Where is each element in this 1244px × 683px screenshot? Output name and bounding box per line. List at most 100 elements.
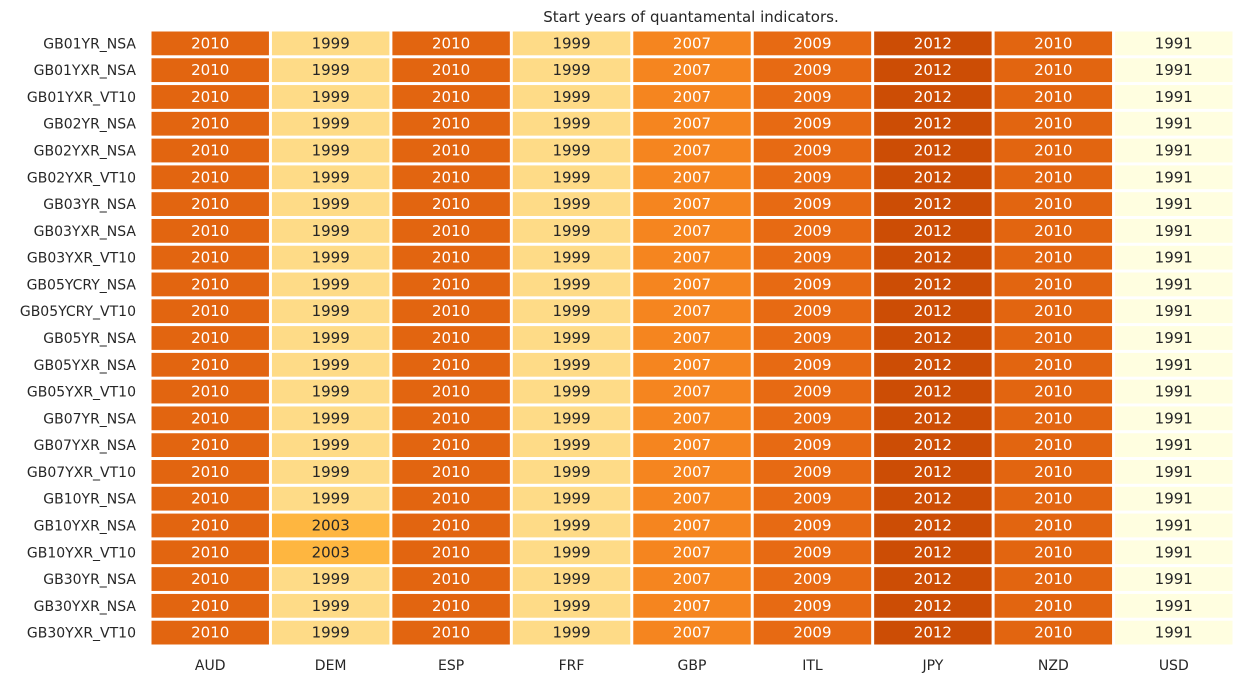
- heatmap-cell: [633, 192, 751, 216]
- heatmap-cell: [271, 299, 390, 324]
- cell-value-label: 1999: [552, 61, 590, 79]
- cell-value-label: 1991: [1155, 168, 1193, 186]
- cell-value-label: 2010: [1034, 61, 1072, 79]
- heatmap-cell: [994, 192, 1113, 216]
- row-label: GB07YR_NSA: [43, 411, 136, 427]
- cell-value-label: 2009: [793, 302, 831, 320]
- cell-value-label: 1999: [312, 142, 350, 160]
- heatmap-cell: [512, 272, 631, 297]
- heatmap-cell: [512, 245, 631, 270]
- cell-value-label: 1991: [1155, 490, 1193, 508]
- heatmap-cell: [392, 460, 510, 484]
- row-label: GB30YXR_NSA: [34, 599, 137, 615]
- cell-value-label: 1999: [312, 302, 350, 320]
- heatmap-cell: [271, 567, 390, 591]
- cell-value-label: 2007: [673, 195, 711, 213]
- heatmap-cell: [874, 85, 992, 109]
- cell-value-label: 1999: [552, 275, 590, 293]
- cell-value-label: 2009: [793, 383, 831, 401]
- cell-value-label: 2010: [432, 222, 470, 240]
- cell-value-label: 2009: [793, 329, 831, 347]
- cell-value-label: 2012: [914, 142, 952, 160]
- cell-value-label: 1991: [1155, 302, 1193, 320]
- cell-value-label: 2010: [191, 409, 229, 427]
- heatmap-cell: [392, 111, 510, 136]
- heatmap-cell: [1115, 326, 1233, 350]
- row-label: GB03YXR_NSA: [34, 224, 137, 240]
- heatmap-cell: [1115, 138, 1233, 163]
- cell-value-label: 2010: [191, 624, 229, 642]
- cell-value-label: 2007: [673, 302, 711, 320]
- heatmap-cell: [151, 272, 269, 297]
- cell-value-label: 1999: [312, 409, 350, 427]
- cell-value-label: 2010: [191, 463, 229, 481]
- heatmap-cell: [753, 218, 872, 243]
- cell-value-label: 2010: [1034, 88, 1072, 106]
- heatmap-cell: [512, 379, 631, 404]
- cell-value-label: 1991: [1155, 195, 1193, 213]
- heatmap-cell: [633, 620, 751, 645]
- heatmap-cell: [753, 138, 872, 163]
- cell-value-label: 2012: [914, 490, 952, 508]
- cell-value-label: 2010: [1034, 222, 1072, 240]
- cell-value-label: 2012: [914, 61, 952, 79]
- heatmap-cell: [753, 540, 872, 565]
- cell-value-label: 2012: [914, 275, 952, 293]
- cell-value-label: 1999: [552, 436, 590, 454]
- heatmap-cell: [151, 379, 269, 404]
- cell-value-label: 2007: [673, 490, 711, 508]
- heatmap-cell: [392, 620, 510, 645]
- heatmap-cell: [994, 460, 1113, 484]
- cell-value-label: 2009: [793, 356, 831, 374]
- cell-value-label: 1991: [1155, 463, 1193, 481]
- cell-value-label: 2010: [1034, 436, 1072, 454]
- cell-value-label: 2012: [914, 34, 952, 52]
- row-label: GB01YR_NSA: [43, 36, 136, 52]
- heatmap-cell: [151, 352, 269, 377]
- heatmap-cell: [1115, 567, 1233, 591]
- cell-value-label: 2007: [673, 597, 711, 615]
- row-label: GB10YXR_VT10: [27, 545, 136, 561]
- heatmap-cell: [151, 620, 269, 645]
- cell-value-label: 1999: [552, 115, 590, 133]
- heatmap-cell: [151, 460, 269, 484]
- heatmap-cell: [512, 165, 631, 190]
- heatmap-cell: [1115, 433, 1233, 458]
- heatmap-cell: [271, 352, 390, 377]
- row-label: GB05YXR_VT10: [27, 385, 136, 401]
- heatmap-cell: [874, 138, 992, 163]
- cell-value-label: 2010: [432, 168, 470, 186]
- cell-value-label: 1999: [312, 115, 350, 133]
- heatmap-cell: [512, 352, 631, 377]
- cell-value-label: 1991: [1155, 275, 1193, 293]
- cell-value-label: 2012: [914, 222, 952, 240]
- heatmap-cell: [874, 593, 992, 618]
- heatmap-cell: [1115, 379, 1233, 404]
- cell-value-label: 2009: [793, 61, 831, 79]
- heatmap-cell: [753, 620, 872, 645]
- cell-value-label: 2010: [1034, 490, 1072, 508]
- cell-value-label: 2010: [191, 34, 229, 52]
- heatmap-cell: [1115, 352, 1233, 377]
- heatmap-cell: [874, 299, 992, 324]
- cell-value-label: 1999: [552, 597, 590, 615]
- heatmap-cell: [994, 299, 1113, 324]
- column-label: JPY: [921, 658, 943, 674]
- cell-value-label: 2009: [793, 624, 831, 642]
- heatmap-cell: [753, 406, 872, 431]
- heatmap-cell: [271, 460, 390, 484]
- cell-value-label: 2010: [432, 88, 470, 106]
- heatmap-cell: [633, 406, 751, 431]
- heatmap-cell: [271, 486, 390, 511]
- heatmap-cell: [151, 165, 269, 190]
- heatmap-cell: [994, 165, 1113, 190]
- heatmap-cell: [874, 31, 992, 56]
- row-label: GB02YXR_VT10: [27, 170, 136, 186]
- heatmap-cell: [633, 272, 751, 297]
- heatmap-cell: [512, 58, 631, 83]
- column-labels: AUD DEM ESP FRF GBP ITL JPY NZD USD: [195, 658, 1189, 674]
- cell-value-label: 1991: [1155, 356, 1193, 374]
- cell-value-label: 2010: [1034, 409, 1072, 427]
- cell-value-label: 2007: [673, 249, 711, 267]
- cell-value-label: 1999: [552, 383, 590, 401]
